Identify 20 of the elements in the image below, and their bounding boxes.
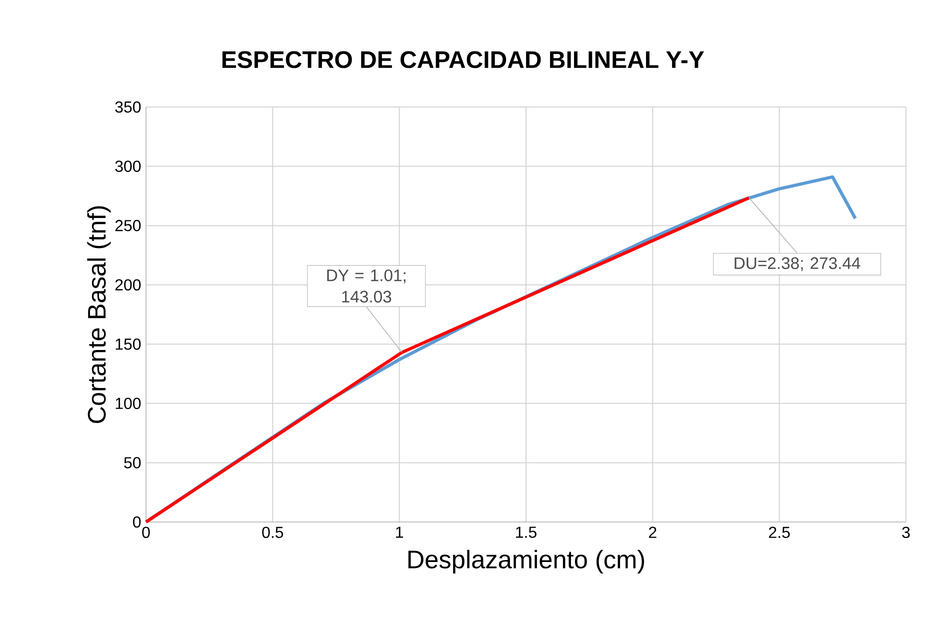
x-axis-title: Desplazamiento (cm): [408, 550, 644, 574]
y-tick-label: 50: [124, 457, 141, 468]
x-tick-label: 0: [142, 526, 150, 538]
y-tick-label: 300: [115, 160, 141, 172]
y-tick-label: 350: [115, 101, 141, 113]
x-tick-label: 0.5: [262, 526, 284, 538]
y-tick-label: 250: [115, 220, 141, 232]
x-tick-label: 1: [396, 526, 404, 538]
y-tick-label: 100: [116, 398, 141, 410]
y-axis-title: Cortante Basal (tnf): [87, 206, 111, 424]
x-tick-label: 2.5: [769, 526, 790, 538]
annotation: DY = 1.01; 143.03: [327, 269, 406, 303]
y-tick-label: 200: [115, 279, 141, 291]
annotation: DU=2.38; 273.44: [734, 257, 860, 272]
x-tick-label: 1.5: [516, 526, 536, 538]
y-tick-label: 150: [116, 338, 141, 350]
chart-title: ESPECTRO DE CAPACIDAD BILINEAL Y-Y: [222, 51, 704, 68]
y-tick-label: 0: [133, 516, 141, 528]
x-tick-label: 2: [649, 526, 656, 538]
x-tick-label: 3: [902, 526, 910, 538]
